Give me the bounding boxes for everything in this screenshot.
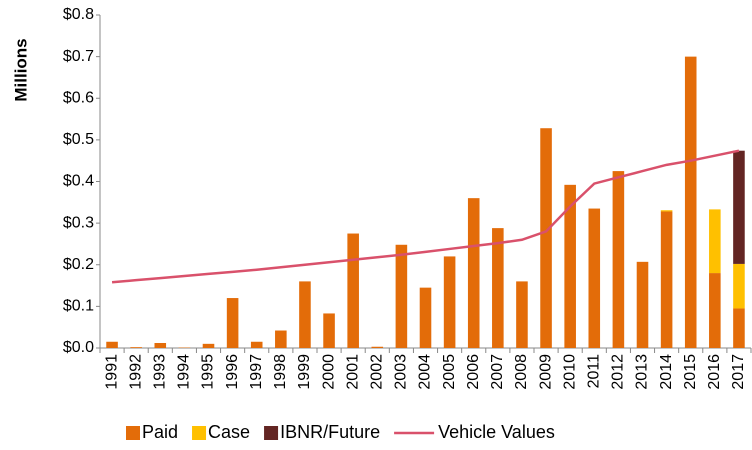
- y-tick-label: $0.2: [63, 256, 94, 273]
- x-tick-label: 1994: [176, 354, 193, 390]
- y-tick-label: $0.0: [63, 339, 94, 356]
- x-tick-label: 2012: [610, 354, 627, 390]
- y-tick-label: $0.6: [63, 89, 94, 106]
- bar: [250, 341, 263, 348]
- y-tick-label: $0.7: [63, 48, 94, 65]
- bar: [660, 210, 673, 212]
- y-tick-label: $0.1: [63, 298, 94, 315]
- bar: [660, 211, 673, 348]
- bar: [636, 261, 649, 348]
- bar: [516, 281, 528, 348]
- bar: [492, 228, 504, 348]
- legend-swatch: [126, 426, 140, 440]
- bar: [347, 233, 359, 348]
- x-tick-label: 1997: [248, 354, 265, 390]
- x-tick-label: 2017: [730, 354, 747, 390]
- legend-label: Case: [208, 422, 250, 442]
- bar: [275, 330, 287, 348]
- x-tick-label: 2005: [441, 354, 458, 390]
- x-tick-label: 2002: [368, 354, 385, 390]
- legend-label: Paid: [142, 422, 178, 442]
- line: [111, 149, 740, 284]
- y-axis-title: Millions: [11, 38, 30, 101]
- x-tick-label: 1996: [224, 354, 241, 390]
- bar: [709, 273, 721, 348]
- y-tick-label: $0.4: [63, 173, 94, 190]
- x-tick-label: 2008: [513, 354, 530, 390]
- bar: [443, 256, 456, 348]
- bar: [733, 308, 745, 348]
- x-tick-label: 1991: [103, 354, 120, 390]
- x-tick-label: 2003: [393, 354, 410, 390]
- bar: [419, 287, 432, 348]
- bar: [299, 281, 311, 348]
- bar: [564, 184, 576, 348]
- x-tick-label: 1998: [272, 354, 289, 390]
- y-tick-label: $0.8: [63, 6, 94, 23]
- x-tick-label: 1992: [127, 354, 144, 390]
- bar: [226, 298, 239, 348]
- x-tick-label: 2011: [585, 354, 602, 389]
- bar: [733, 263, 745, 309]
- bar: [395, 244, 408, 348]
- bar: [612, 171, 625, 348]
- legend-swatch: [192, 426, 207, 440]
- bar: [323, 313, 335, 348]
- bar: [154, 343, 167, 348]
- legend-swatch: [264, 426, 279, 440]
- x-tick-label: 2004: [417, 354, 434, 390]
- legend-label: Vehicle Values: [438, 422, 555, 442]
- x-tick-label: 1993: [151, 354, 168, 390]
- bar: [588, 208, 601, 348]
- x-tick-label: 2000: [320, 354, 337, 390]
- x-tick-label: 2006: [465, 354, 482, 390]
- bar: [684, 56, 697, 348]
- x-tick-label: 2016: [706, 354, 723, 390]
- x-tick-label: 2013: [634, 354, 651, 390]
- x-tick-label: 2001: [344, 354, 361, 390]
- x-tick-label: 2009: [537, 354, 554, 390]
- x-tick-label: 1995: [200, 354, 217, 390]
- x-tick-label: 2010: [561, 354, 578, 390]
- bar: [540, 128, 552, 348]
- x-tick-label: 1999: [296, 354, 313, 390]
- x-tick-label: 2014: [658, 354, 675, 390]
- x-tick-label: 2015: [682, 354, 699, 390]
- y-tick-label: $0.3: [63, 214, 94, 231]
- bar: [467, 198, 480, 348]
- bar: [130, 347, 142, 348]
- bar: [709, 209, 721, 274]
- bar: [106, 341, 118, 348]
- bar: [733, 150, 745, 264]
- x-tick-label: 2007: [489, 354, 506, 390]
- legend-label: IBNR/Future: [280, 422, 380, 442]
- bar: [371, 346, 384, 348]
- bar: [202, 343, 215, 348]
- y-tick-label: $0.5: [63, 131, 94, 148]
